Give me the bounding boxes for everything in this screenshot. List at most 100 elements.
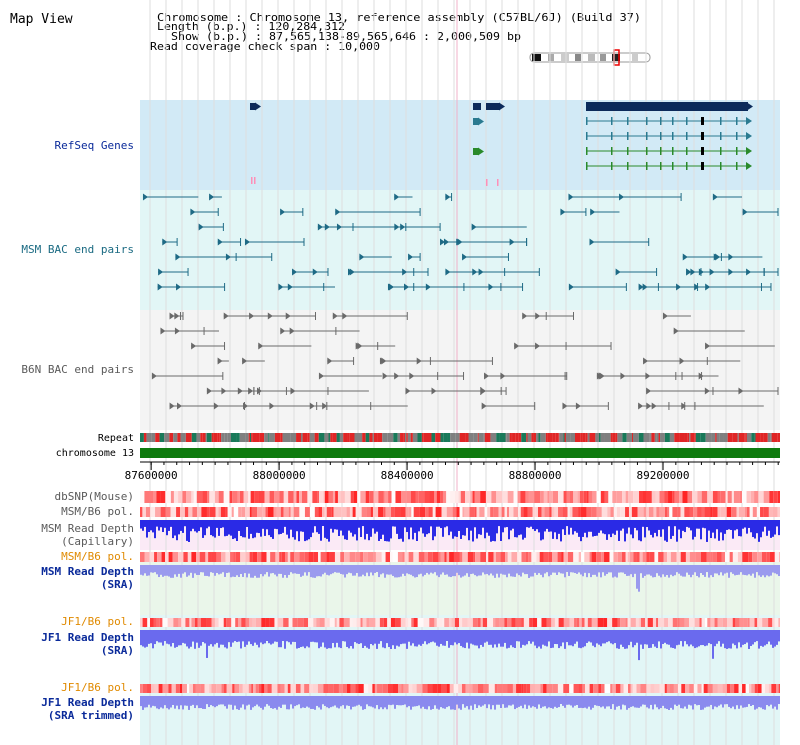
jf1-trimmed-depth-bar [512, 696, 514, 705]
jf1-sra-depth-bar [250, 630, 252, 645]
msm-b6-pol-sra-heat-cell [613, 552, 618, 562]
msm-bac-end-pairs-track[interactable] [142, 193, 779, 291]
polymorphism-strips[interactable] [140, 491, 780, 693]
msm-capillary-depth-bar [358, 520, 360, 528]
read-depth-tracks[interactable] [140, 520, 780, 710]
repeat-segment [387, 433, 394, 442]
msm-capillary-depth-bar [300, 520, 302, 532]
bac-end-marker [742, 208, 748, 216]
jf1-trimmed-depth-bar [562, 696, 564, 706]
jf1-sra-depth-bar [150, 630, 152, 644]
msm-sra-depth-bar [278, 565, 280, 574]
dbsnp-heat-cell [170, 491, 174, 503]
msm-b6-pol-heat-cell [459, 507, 463, 517]
msm-capillary-depth-bar [170, 520, 172, 527]
dbsnp-heat-cell [655, 491, 660, 503]
msm-b6-pol-heat-cell [326, 507, 332, 517]
msm-b6-pol-sra-heat-cell [467, 552, 474, 562]
repeat-label[interactable]: Repeat [98, 433, 134, 444]
msm-sra-depth-bar [628, 565, 630, 576]
bac-end-marker [673, 327, 679, 335]
msm-sra-depth-bar [166, 565, 168, 576]
chromosome-label[interactable]: chromosome 13 [56, 448, 134, 459]
repeat-segment [324, 433, 329, 442]
dbsnp-heat-cell [207, 491, 210, 503]
msm-b6-pol-sra-heat-cell [157, 552, 162, 562]
jf1-trimmed-depth-bar [356, 696, 358, 706]
jf1-b6-pol-heat-cell [303, 618, 309, 627]
msm-b6-pol-sra-heat-cell [511, 552, 518, 562]
jf1-sra-depth-bar [700, 630, 702, 646]
msm-b6-pol-heat-cell [631, 507, 638, 517]
bac-end-marker [598, 372, 604, 380]
jf1-b6-pol-trimmed-heat-cell [615, 684, 621, 693]
jf1-b6-pol-heat-cell [194, 618, 198, 627]
msm-b6-pol-label[interactable]: MSM/B6 pol. [61, 505, 134, 518]
jf1-b6-pol-heat-cell [269, 618, 275, 627]
msm-capillary-depth-bar [286, 520, 288, 535]
dbsnp-heat-cell [391, 491, 396, 503]
repeat-segment [558, 433, 560, 442]
msm-b6-pol-sra-heat-cell [172, 552, 179, 562]
gene-marker [486, 179, 488, 186]
repeat-track[interactable] [140, 433, 780, 442]
msm-read-depth-sra-label[interactable]: MSM Read Depth [41, 565, 134, 578]
msm-sra-depth-bar [662, 565, 664, 575]
jf1-sra-depth-bar [562, 630, 564, 643]
msm-sra-depth-bar [698, 565, 700, 578]
jf1-sra-depth-bar [698, 630, 700, 647]
b6n-bac-end-pairs-track[interactable] [151, 312, 779, 410]
msm-b6-pol-heat-cell [238, 507, 242, 517]
dbsnp-heat-cell [742, 491, 747, 503]
jf1-trimmed-depth-bar [210, 696, 212, 706]
msm-sra-depth-bar [216, 565, 218, 573]
jf1-read-depth-sra-label[interactable]: JF1 Read Depth [41, 631, 134, 644]
dbsnp-label[interactable]: dbSNP(Mouse) [55, 490, 134, 503]
chromosome-ideogram[interactable] [529, 49, 651, 66]
jf1-b6-pol-heat-cell [454, 618, 460, 627]
msm-capillary-depth-bar [654, 520, 656, 533]
msm-capillary-depth-bar [424, 520, 426, 537]
msm-sra-depth-bar [362, 565, 364, 575]
msm-capillary-depth-bar [408, 520, 410, 540]
msm-capillary-depth-bar [304, 520, 306, 542]
repeat-segment [511, 433, 513, 442]
msm-b6-pol-sra-heat-cell [438, 552, 441, 562]
bac-end-marker [404, 283, 410, 291]
msm-b6-pol-heat-cell [736, 507, 739, 517]
dbsnp-heat-cell [592, 491, 597, 503]
jf1-sra-depth-bar [416, 630, 418, 647]
b6n-bac-end-pairs-label[interactable]: B6N BAC end pairs [21, 363, 134, 376]
jf1-read-depth-trimmed-label[interactable]: JF1 Read Depth [41, 696, 134, 709]
msm-capillary-depth-bar [400, 520, 402, 539]
msm-b6-pol-sra-heat-cell [373, 552, 376, 562]
refseq-genes-track[interactable] [250, 102, 753, 186]
msm-b6-pol-heat-cell [527, 507, 533, 517]
msm-b6-pol-sra-heat-cell [233, 552, 236, 562]
repeat-segment [440, 433, 444, 442]
msm-b6-pol-sra-heat-cell [721, 552, 726, 562]
jf1-b6-pol-trimmed-label[interactable]: JF1/B6 pol. [61, 681, 134, 694]
msm-bac-end-pairs-label[interactable]: MSM BAC end pairs [21, 243, 134, 256]
msm-read-depth-capillary-label[interactable]: MSM Read Depth [41, 522, 134, 535]
msm-b6-pol-sra-label[interactable]: MSM/B6 pol. [61, 550, 134, 563]
dbsnp-heat-cell [474, 491, 481, 503]
jf1-trimmed-depth-bar [728, 696, 730, 707]
jf1-b6-pol-label[interactable]: JF1/B6 pol. [61, 615, 134, 628]
msm-capillary-depth-bar [658, 520, 660, 530]
msm-capillary-depth-bar [450, 520, 452, 532]
msm-b6-pol-sra-heat-cell [729, 552, 733, 562]
msm-capillary-depth-bar [352, 520, 354, 537]
jf1-sra-depth-bar [432, 630, 434, 642]
jf1-trimmed-depth-bar [326, 696, 328, 708]
msm-capillary-depth-bar [742, 520, 744, 529]
msm-sra-depth-bar [328, 565, 330, 576]
repeat-segment [169, 433, 174, 442]
msm-sra-depth-bar [420, 565, 422, 574]
msm-sra-depth-bar [372, 565, 374, 576]
refseq-genes-label[interactable]: RefSeq Genes [55, 139, 134, 152]
gene-exon [720, 147, 722, 155]
msm-b6-pol-heat-cell [411, 507, 414, 517]
chromosome-bar[interactable] [140, 448, 780, 458]
